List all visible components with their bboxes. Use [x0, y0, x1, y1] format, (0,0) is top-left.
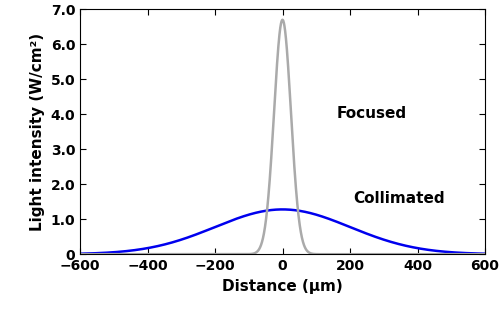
- Text: Focused: Focused: [336, 106, 406, 121]
- X-axis label: Distance (μm): Distance (μm): [222, 279, 343, 294]
- Text: Collimated: Collimated: [354, 192, 445, 206]
- Y-axis label: Light intensity (W/cm²): Light intensity (W/cm²): [30, 33, 45, 231]
